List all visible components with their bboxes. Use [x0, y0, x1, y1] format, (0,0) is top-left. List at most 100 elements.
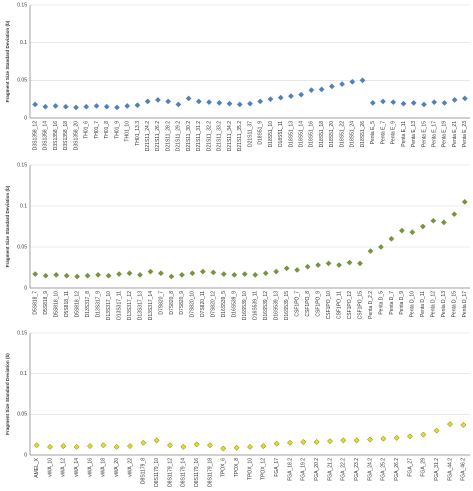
marker	[420, 101, 427, 108]
marker	[353, 437, 360, 444]
x-tick-label: Penta D_2.2	[368, 291, 374, 319]
marker	[210, 269, 217, 276]
marker	[52, 102, 59, 109]
marker	[175, 101, 182, 108]
marker	[460, 421, 467, 428]
marker	[388, 235, 395, 242]
marker	[93, 102, 100, 109]
marker	[287, 439, 293, 446]
marker	[178, 271, 185, 278]
x-tick-label: Penta D_12	[431, 291, 437, 318]
x-tick-label: D3S1358_18	[63, 121, 69, 150]
x-tick-label: CSF1PO_12	[347, 291, 353, 320]
x-tick-label: D21S11_33.2	[217, 121, 223, 151]
y-tick-label: 0	[24, 115, 27, 121]
marker	[154, 96, 161, 103]
x-tick-label: Penta D_13	[441, 291, 447, 318]
marker	[273, 268, 280, 275]
marker	[349, 78, 356, 85]
x-tick-label: Penta D_10	[410, 291, 416, 318]
x-tick-label: Penta E_17	[432, 121, 438, 147]
x-tick-label: D5S818_10	[54, 291, 60, 318]
marker	[60, 443, 67, 450]
x-tick-label: TH01_13.3	[135, 121, 141, 146]
x-tick-label: D18S51_11	[278, 121, 284, 147]
y-tick-label: 0.15	[17, 162, 27, 168]
x-tick-label: D16S539_15	[284, 291, 290, 320]
marker	[393, 434, 400, 441]
x-tick-label: CSF1PO_15	[357, 291, 363, 320]
marker	[32, 271, 39, 278]
y-axis-label: Fragment Size Standard Deviation (b)	[5, 353, 10, 435]
x-tick-label: D16S539_5	[221, 291, 227, 318]
y-tick-label: 0	[24, 452, 27, 458]
marker	[431, 99, 438, 106]
x-tick-label: FGA_31.2	[434, 458, 440, 481]
marker	[226, 100, 233, 107]
marker	[63, 272, 70, 279]
marker	[185, 95, 192, 102]
marker	[127, 443, 133, 450]
marker	[147, 268, 154, 275]
x-tick-label: Penta E_19	[442, 121, 448, 147]
x-tick-label: D21S11_29.2	[176, 121, 182, 151]
x-tick-label: FGA_21.2	[327, 458, 333, 481]
y-axis-label: Fragment Size Standard Deviation (b)	[5, 185, 10, 267]
marker	[124, 102, 131, 109]
marker	[195, 98, 202, 105]
x-tick-label: D8S1179_10	[154, 458, 160, 487]
x-tick-label: D16S539_12	[263, 291, 269, 320]
x-tick-label: Penta E_7	[380, 121, 386, 145]
x-tick-label: D21S11_37	[247, 121, 253, 147]
y-tick-label: 0.05	[17, 78, 27, 84]
y-axis-label: Fragment Size Standard Deviation (b)	[5, 20, 10, 102]
marker	[400, 100, 407, 107]
x-tick-label: D13S317_9	[95, 291, 101, 318]
x-tick-label: TH01_9	[114, 121, 120, 139]
x-tick-label: D3S1358_16	[53, 121, 59, 150]
x-tick-label: D21S11_34.2	[227, 121, 233, 151]
x-tick-label: FGA_46.2	[461, 458, 467, 481]
marker	[367, 436, 373, 443]
marker	[220, 271, 227, 278]
marker	[260, 443, 267, 450]
marker	[103, 103, 110, 110]
x-tick-label: vWA_20	[114, 458, 120, 477]
marker	[62, 103, 69, 110]
x-tick-label: D13S317_13	[137, 291, 143, 320]
marker	[199, 268, 206, 275]
x-tick-label: D7S820_8	[169, 291, 175, 315]
x-tick-label: Penta D_17	[462, 291, 468, 318]
x-tick-label: Penta E_15	[421, 121, 427, 147]
x-tick-label: D21S11_30.2	[186, 121, 192, 151]
x-tick-label: D18S51_10	[268, 121, 274, 148]
x-tick-label: D18S51_22	[339, 121, 345, 148]
x-tick-label: TH01_6	[84, 121, 90, 139]
marker	[336, 262, 343, 268]
marker	[113, 443, 120, 450]
x-tick-label: D7S820_12	[211, 291, 217, 318]
x-tick-label: D8S1179_16	[194, 458, 200, 487]
marker	[451, 211, 458, 218]
marker	[84, 272, 91, 279]
x-tick-label: FGA_24.2	[367, 458, 373, 481]
marker	[207, 442, 213, 449]
marker	[206, 99, 213, 106]
marker	[216, 99, 223, 106]
x-tick-label: FGA_23.2	[354, 458, 360, 481]
marker	[73, 104, 80, 111]
marker	[247, 100, 253, 107]
marker	[236, 101, 243, 108]
x-tick-label: D5S818_12	[74, 291, 80, 318]
x-tick-label: vWA_18	[101, 458, 107, 477]
marker	[461, 95, 468, 102]
marker	[410, 99, 417, 106]
x-tick-label: D18S51_20	[329, 121, 335, 148]
marker	[126, 270, 133, 277]
x-tick-label: Penta D_15	[452, 291, 458, 318]
marker	[105, 272, 112, 279]
marker	[83, 103, 90, 110]
marker	[304, 263, 311, 270]
marker	[398, 227, 405, 234]
x-tick-label: D13S317_10	[106, 291, 112, 320]
